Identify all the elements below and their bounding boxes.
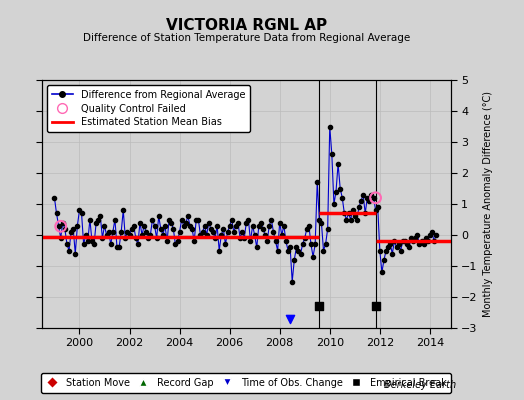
Point	[315, 303, 323, 310]
Point	[57, 223, 65, 230]
Legend: Station Move, Record Gap, Time of Obs. Change, Empirical Break: Station Move, Record Gap, Time of Obs. C…	[41, 373, 451, 392]
Text: VICTORIA RGNL AP: VICTORIA RGNL AP	[166, 18, 327, 34]
Text: Difference of Station Temperature Data from Regional Average: Difference of Station Temperature Data f…	[83, 33, 410, 43]
Point	[372, 303, 380, 310]
Y-axis label: Monthly Temperature Anomaly Difference (°C): Monthly Temperature Anomaly Difference (…	[483, 91, 493, 317]
Text: Berkeley Earth: Berkeley Earth	[384, 380, 456, 390]
Point	[372, 195, 380, 201]
Point	[286, 316, 294, 322]
